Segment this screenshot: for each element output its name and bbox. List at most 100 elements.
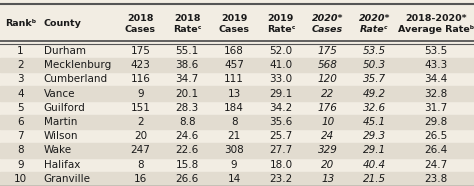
Text: 568: 568 <box>318 60 337 70</box>
Text: 23.8: 23.8 <box>424 174 447 184</box>
Text: 423: 423 <box>130 60 150 70</box>
Text: 10: 10 <box>14 174 27 184</box>
Text: 457: 457 <box>224 60 244 70</box>
Text: 10: 10 <box>321 117 334 127</box>
Text: 29.3: 29.3 <box>363 131 386 141</box>
Text: 49.2: 49.2 <box>363 89 386 99</box>
Text: 38.6: 38.6 <box>176 60 199 70</box>
Text: 14: 14 <box>228 174 241 184</box>
Text: Wilson: Wilson <box>44 131 78 141</box>
Text: 26.5: 26.5 <box>424 131 447 141</box>
Text: 175: 175 <box>130 46 150 56</box>
Text: Cumberland: Cumberland <box>44 74 108 84</box>
Text: 52.0: 52.0 <box>269 46 292 56</box>
Text: 2: 2 <box>17 60 24 70</box>
Bar <box>0 172 474 186</box>
Text: 32.8: 32.8 <box>424 89 447 99</box>
Text: 34.7: 34.7 <box>176 74 199 84</box>
Text: 2: 2 <box>137 117 144 127</box>
Text: 26.4: 26.4 <box>424 145 447 155</box>
Text: 7: 7 <box>17 131 24 141</box>
Text: 6: 6 <box>17 117 24 127</box>
Text: 9: 9 <box>17 160 24 170</box>
Text: 2018-2020*
Average Rateᵇ: 2018-2020* Average Rateᵇ <box>398 14 474 34</box>
Bar <box>0 143 474 158</box>
Text: 21.5: 21.5 <box>363 174 386 184</box>
Text: 29.1: 29.1 <box>363 145 386 155</box>
Text: 33.0: 33.0 <box>269 74 292 84</box>
Bar <box>0 115 474 129</box>
Text: 13: 13 <box>228 89 241 99</box>
Text: 8: 8 <box>231 117 237 127</box>
Text: 35.6: 35.6 <box>269 117 292 127</box>
Text: 3: 3 <box>17 74 24 84</box>
Text: 8: 8 <box>137 160 144 170</box>
Text: Martin: Martin <box>44 117 77 127</box>
Text: 53.5: 53.5 <box>363 46 386 56</box>
Text: 34.4: 34.4 <box>424 74 447 84</box>
Text: 247: 247 <box>130 145 150 155</box>
Text: 4: 4 <box>17 89 24 99</box>
Bar <box>0 86 474 101</box>
Text: 41.0: 41.0 <box>269 60 292 70</box>
Text: 2018
Cases: 2018 Cases <box>125 14 156 34</box>
Text: 2020*
Cases: 2020* Cases <box>312 14 344 34</box>
Text: 20.1: 20.1 <box>176 89 199 99</box>
Text: 9: 9 <box>137 89 144 99</box>
Text: 16: 16 <box>134 174 147 184</box>
Text: 13: 13 <box>321 174 334 184</box>
Text: 2019
Cases: 2019 Cases <box>219 14 250 34</box>
Text: 24.7: 24.7 <box>424 160 447 170</box>
Text: 20: 20 <box>321 160 334 170</box>
Text: 151: 151 <box>130 103 150 113</box>
Text: 29.1: 29.1 <box>269 89 292 99</box>
Text: 9: 9 <box>231 160 237 170</box>
Text: 2019
Rateᶜ: 2019 Rateᶜ <box>267 14 295 34</box>
Text: 45.1: 45.1 <box>363 117 386 127</box>
Text: 22: 22 <box>321 89 334 99</box>
Text: 1: 1 <box>17 46 24 56</box>
Text: 20: 20 <box>134 131 147 141</box>
Text: 21: 21 <box>228 131 241 141</box>
Text: 120: 120 <box>318 74 337 84</box>
Text: 168: 168 <box>224 46 244 56</box>
Text: 31.7: 31.7 <box>424 103 447 113</box>
Text: 25.7: 25.7 <box>269 131 292 141</box>
Text: 18.0: 18.0 <box>269 160 292 170</box>
Text: 24.6: 24.6 <box>176 131 199 141</box>
Text: 28.3: 28.3 <box>176 103 199 113</box>
Text: 116: 116 <box>130 74 150 84</box>
Text: Mecklenburg: Mecklenburg <box>44 60 111 70</box>
Text: 40.4: 40.4 <box>363 160 386 170</box>
Text: 53.5: 53.5 <box>424 46 447 56</box>
Text: 29.8: 29.8 <box>424 117 447 127</box>
Text: 26.6: 26.6 <box>176 174 199 184</box>
Text: 111: 111 <box>224 74 244 84</box>
Bar <box>0 58 474 72</box>
Text: 22.6: 22.6 <box>176 145 199 155</box>
Text: 8.8: 8.8 <box>179 117 196 127</box>
Text: 8: 8 <box>17 145 24 155</box>
Text: 43.3: 43.3 <box>424 60 447 70</box>
Text: 5: 5 <box>17 103 24 113</box>
Text: 2020*
Rateᶜ: 2020* Rateᶜ <box>359 14 390 34</box>
Text: 27.7: 27.7 <box>269 145 292 155</box>
Text: Granville: Granville <box>44 174 91 184</box>
Text: Wake: Wake <box>44 145 72 155</box>
Text: 15.8: 15.8 <box>176 160 199 170</box>
Text: County: County <box>44 19 82 28</box>
Text: 34.2: 34.2 <box>269 103 292 113</box>
Text: 176: 176 <box>318 103 337 113</box>
Text: 32.6: 32.6 <box>363 103 386 113</box>
Text: 184: 184 <box>224 103 244 113</box>
Text: Halifax: Halifax <box>44 160 80 170</box>
Text: 329: 329 <box>318 145 337 155</box>
Text: Durham: Durham <box>44 46 86 56</box>
Text: Rankᵇ: Rankᵇ <box>5 19 36 28</box>
Text: Vance: Vance <box>44 89 75 99</box>
Text: 55.1: 55.1 <box>176 46 199 56</box>
Text: 2018
Rateᶜ: 2018 Rateᶜ <box>173 14 201 34</box>
Text: 24: 24 <box>321 131 334 141</box>
Text: 23.2: 23.2 <box>269 174 292 184</box>
Text: 35.7: 35.7 <box>363 74 386 84</box>
